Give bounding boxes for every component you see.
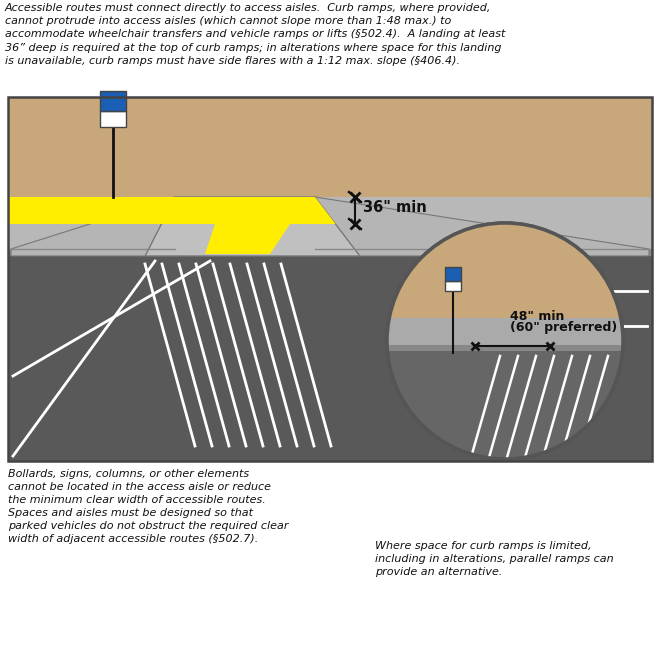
Text: parked vehicles do not obstruct the required clear: parked vehicles do not obstruct the requ… xyxy=(8,521,288,531)
Text: Bollards, signs, columns, or other elements: Bollards, signs, columns, or other eleme… xyxy=(8,469,249,479)
Text: cannot protrude into access aisles (which cannot slope more than 1:48 max.) to: cannot protrude into access aisles (whic… xyxy=(5,16,451,26)
Polygon shape xyxy=(315,197,649,256)
Bar xyxy=(365,345,645,353)
Text: the minimum clear width of accessible routes.: the minimum clear width of accessible ro… xyxy=(8,495,266,505)
Bar xyxy=(365,201,645,321)
Text: 48" min: 48" min xyxy=(510,310,564,322)
Bar xyxy=(8,197,175,224)
Bar xyxy=(445,267,461,281)
Polygon shape xyxy=(11,197,175,256)
Text: Where space for curb ramps is limited,: Where space for curb ramps is limited, xyxy=(375,541,591,551)
Bar xyxy=(8,197,652,249)
Bar xyxy=(365,351,645,481)
Text: width of adjacent accessible routes (§502.7).: width of adjacent accessible routes (§50… xyxy=(8,534,258,544)
Bar xyxy=(8,249,652,256)
Text: 36” deep is required at the top of curb ramps; in alterations where space for th: 36” deep is required at the top of curb … xyxy=(5,43,502,53)
Text: including in alterations, parallel ramps can: including in alterations, parallel ramps… xyxy=(375,554,614,564)
Text: Spaces and aisles must be designed so that: Spaces and aisles must be designed so th… xyxy=(8,508,253,518)
Bar xyxy=(445,281,461,291)
Text: is unavailable, curb ramps must have side flares with a 1:12 max. slope (§406.4): is unavailable, curb ramps must have sid… xyxy=(5,56,460,66)
Bar xyxy=(8,256,652,461)
Polygon shape xyxy=(145,197,360,256)
Text: 36" min: 36" min xyxy=(363,200,427,215)
Text: cannot be located in the access aisle or reduce: cannot be located in the access aisle or… xyxy=(8,482,271,492)
Polygon shape xyxy=(161,197,335,224)
Circle shape xyxy=(387,223,623,459)
Text: (60" preferred): (60" preferred) xyxy=(510,322,617,335)
Bar xyxy=(100,111,126,127)
Bar xyxy=(8,97,652,197)
Bar xyxy=(100,91,126,111)
Bar xyxy=(8,97,652,461)
Text: Accessible routes must connect directly to access aisles.  Curb ramps, where pro: Accessible routes must connect directly … xyxy=(5,3,492,13)
Polygon shape xyxy=(205,224,290,254)
Bar xyxy=(365,318,645,346)
Text: provide an alternative.: provide an alternative. xyxy=(375,567,502,577)
Text: accommodate wheelchair transfers and vehicle ramps or lifts (§502.4).  A landing: accommodate wheelchair transfers and veh… xyxy=(5,30,506,40)
